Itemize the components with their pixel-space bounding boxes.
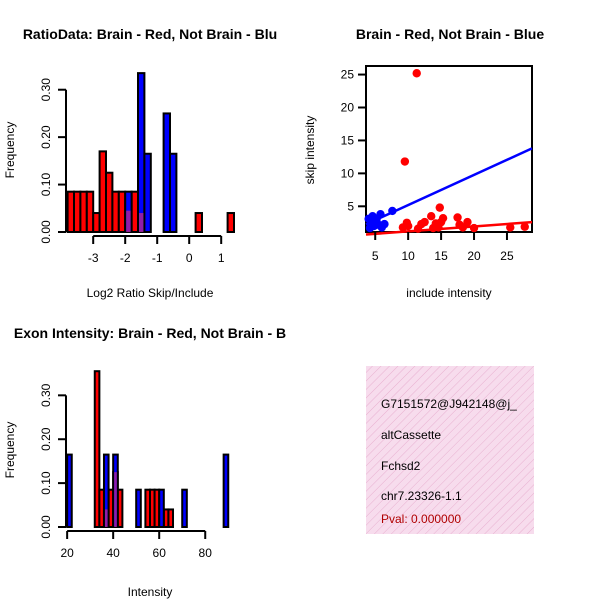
ratio-histogram-panel: RatioData: Brain - Red, Not Brain - Blu … [3, 26, 277, 300]
intensity-hist-bar-not-brain-5 [181, 488, 188, 529]
ratio-hist-x-tick-label-2: -1 [152, 251, 163, 265]
intensity-hist-x-tick-label-2: 60 [153, 546, 167, 560]
intensity-hist-bar-not-brain-0 [66, 453, 73, 529]
ratio-hist-y-tick-label-3: 0.30 [39, 78, 53, 102]
ratio-hist-bar-brain-12 [194, 212, 204, 233]
scatter-x-tick-label-2: 15 [434, 249, 448, 263]
intensity-histogram-bars [66, 370, 230, 529]
ratio-hist-bar-brain-13 [226, 212, 236, 233]
scatter-x-label: include intensity [406, 286, 491, 300]
intensity-hist-bar-brain-10 [167, 508, 175, 529]
intensity-hist-bar-not-brain-6 [222, 453, 230, 529]
scatter-y-tick-label-2: 15 [341, 133, 355, 147]
intensity-hist-bar-not-brain-3 [135, 488, 142, 529]
ratio-histogram-bars [66, 72, 236, 234]
info-location: chr7.23326-1.1 [381, 489, 462, 503]
ratio-hist-bar-brain-3 [85, 190, 95, 233]
scatter-point-not-brain-7 [376, 210, 385, 219]
scatter-point-brain-9 [427, 211, 436, 221]
ratio-hist-bar-not-brain-4 [169, 152, 178, 233]
scatter-point-brain-19 [469, 223, 479, 233]
scatter-point-brain-15 [453, 213, 462, 222]
ratio-hist-y-tick-label-2: 0.20 [39, 125, 53, 149]
scatter-point-brain-18 [463, 217, 472, 227]
scatter-point-brain-1 [400, 157, 410, 166]
scatter-x-tick-label-3: 20 [467, 249, 481, 263]
scatter-point-brain-5 [403, 221, 413, 231]
ratio-histogram-y-label: Frequency [3, 122, 17, 179]
ratio-hist-x-tick-label-1: -2 [120, 251, 131, 265]
info-panel: G7151572@J942148@j_ altCassette Fchsd2 c… [366, 366, 534, 534]
scatter-x-tick-label-4: 25 [500, 249, 514, 263]
ratio-hist-x-tick-label-3: 0 [186, 251, 193, 265]
ratio-hist-x-tick-label-4: 1 [218, 251, 225, 265]
scatter-x-tick-label-0: 5 [372, 249, 379, 263]
intensity-hist-y-tick-label-2: 0.20 [39, 427, 53, 451]
intensity-histogram-title: Exon Intensity: Brain - Red, Not Brain -… [14, 325, 286, 341]
scatter-point-brain-20 [506, 223, 515, 232]
intensity-hist-bar-overlap-1 [114, 472, 117, 527]
scatter-title: Brain - Red, Not Brain - Blue [356, 26, 544, 42]
scatter-y-axis: 5 10 15 20 25 [341, 68, 366, 213]
scatter-y-label: skip intensity [303, 116, 317, 185]
scatter-y-tick-label-3: 20 [341, 101, 355, 115]
intensity-hist-y-tick-label-1: 0.10 [39, 471, 53, 495]
intensity-hist-x-tick-label-1: 40 [106, 546, 120, 560]
intensity-hist-bar-brain-0 [93, 370, 101, 529]
intensity-hist-y-tick-label-0: 0.00 [39, 515, 53, 539]
intensity-hist-bar-not-brain-4 [158, 488, 165, 529]
scatter-x-tick-label-1: 10 [401, 249, 415, 263]
scatter-fit-line-brain [365, 220, 533, 236]
intensity-histogram-panel: Exon Intensity: Brain - Red, Not Brain -… [3, 325, 286, 599]
scatter-point-brain-0 [412, 69, 421, 78]
ratio-histogram-y-axis: 0.00 0.10 0.20 0.30 [39, 78, 67, 244]
ratio-hist-y-tick-label-0: 0.00 [39, 220, 53, 244]
intensity-hist-x-tick-label-3: 80 [199, 546, 213, 560]
ratio-hist-y-tick-label-1: 0.10 [39, 173, 53, 197]
intensity-histogram-y-label: Frequency [3, 422, 17, 479]
intensity-histogram-x-label: Intensity [128, 585, 173, 599]
intensity-histogram-y-axis: 0.00 0.10 0.20 0.30 [39, 383, 67, 539]
scatter-y-tick-label-4: 25 [341, 68, 355, 82]
ratio-hist-bar-not-brain-2 [143, 152, 152, 233]
info-gene: Fchsd2 [381, 459, 421, 473]
ratio-hist-bar-overlap-1 [139, 213, 144, 232]
intensity-hist-bar-overlap-0 [104, 509, 108, 527]
scatter-y-tick-label-1: 10 [341, 166, 355, 180]
ratio-histogram-x-label: Log2 Ratio Skip/Include [87, 286, 214, 300]
scatter-points [364, 69, 529, 233]
scatter-point-brain-8 [420, 217, 429, 227]
scatter-point-brain-21 [520, 222, 529, 231]
info-event-type: altCassette [381, 428, 441, 442]
scatter-panel: Brain - Red, Not Brain - Blue 5 10 15 20 25 … [303, 26, 544, 300]
scatter-point-not-brain-9 [380, 219, 389, 229]
scatter-y-tick-label-0: 5 [347, 199, 354, 213]
intensity-histogram-x-axis: 20 40 60 80 [60, 530, 213, 560]
info-panel-hatching [366, 366, 534, 534]
ratio-histogram-title: RatioData: Brain - Red, Not Brain - Blu [23, 26, 277, 42]
scatter-point-brain-2 [435, 203, 444, 212]
ratio-hist-bar-overlap-0 [126, 210, 131, 232]
ratio-histogram-x-axis: -3 -2 -1 0 1 [88, 235, 225, 265]
scatter-point-not-brain-11 [365, 223, 375, 233]
info-probe-id: G7151572@J942148@j_ [381, 397, 517, 411]
intensity-hist-y-tick-label-3: 0.30 [39, 383, 53, 407]
info-pval: Pval: 0.000000 [381, 512, 461, 526]
scatter-fit-lines [365, 147, 533, 236]
scatter-point-brain-14 [438, 213, 448, 223]
intensity-hist-x-tick-label-0: 20 [60, 546, 74, 560]
scatter-point-not-brain-10 [388, 206, 397, 216]
ratio-hist-x-tick-label-0: -3 [88, 251, 99, 265]
scatter-x-axis: 5 10 15 20 25 [372, 232, 514, 263]
